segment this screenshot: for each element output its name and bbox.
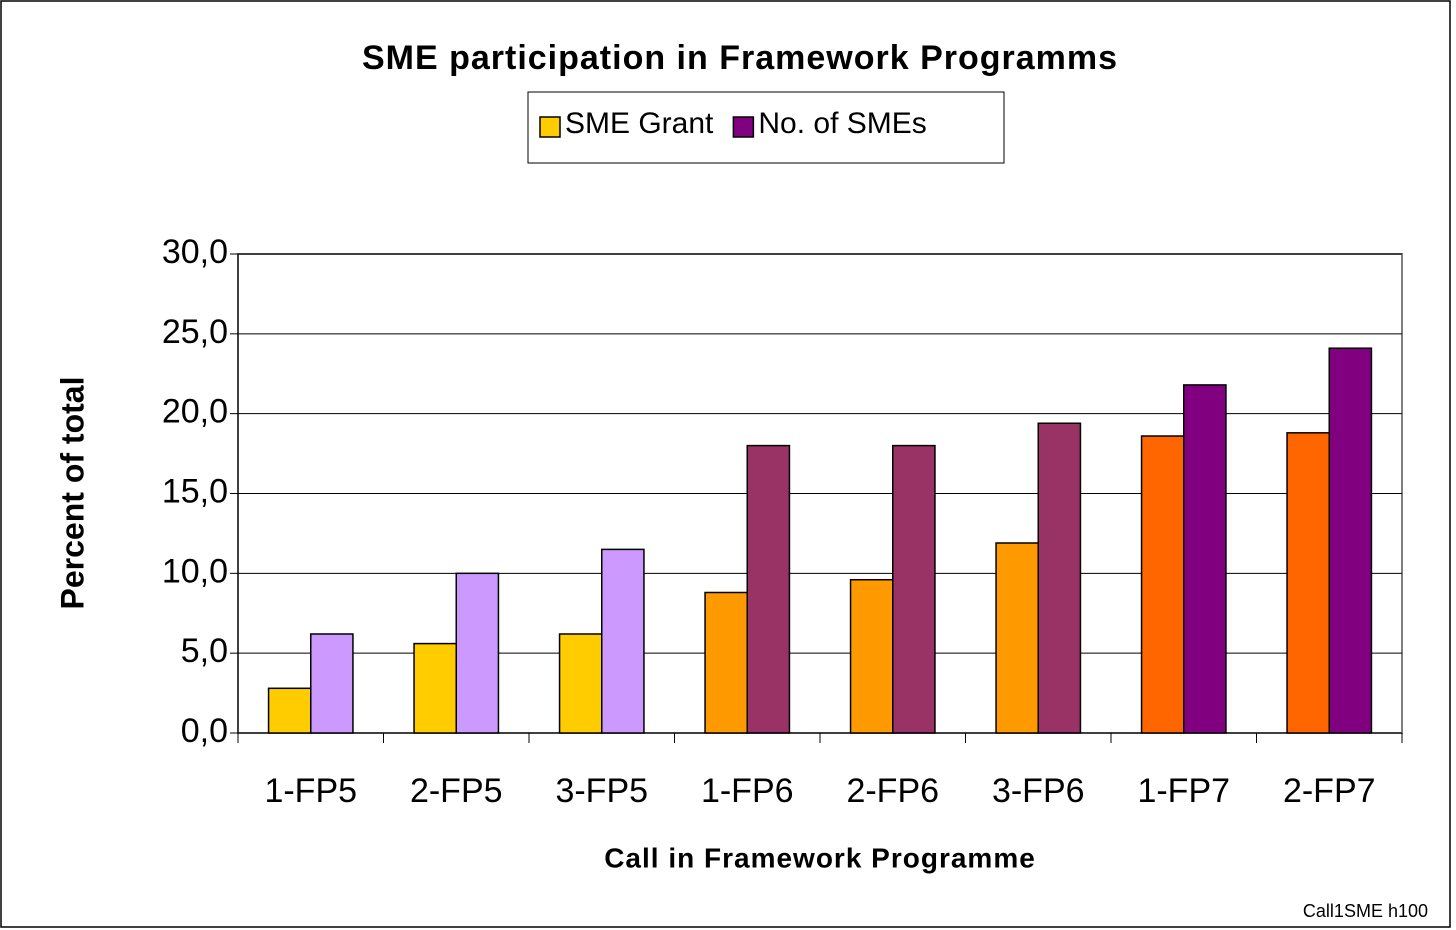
y-tick-label: 30,0 — [162, 233, 228, 271]
bar — [704, 591, 748, 734]
legend-box — [527, 91, 1005, 164]
x-tick-label: 1-FP7 — [1137, 772, 1230, 810]
footnote: Call1SME h100 — [1303, 901, 1428, 921]
x-tick-label: 2-FP5 — [410, 772, 503, 810]
y-tick-label: 25,0 — [162, 313, 228, 351]
bar — [1328, 347, 1373, 734]
chart-title: SME participation in Framework Programms — [362, 39, 1118, 77]
y-tick-label: 5,0 — [181, 632, 228, 670]
x-tick-label: 2-FP7 — [1283, 772, 1376, 810]
x-tick-label: 1-FP6 — [701, 772, 794, 810]
x-tick-label: 3-FP5 — [555, 772, 648, 810]
legend-swatch — [539, 116, 561, 138]
bar — [1140, 435, 1185, 734]
legend-swatch — [732, 116, 755, 138]
bar — [310, 633, 354, 734]
y-tick-label: 20,0 — [162, 393, 228, 431]
bar — [995, 542, 1039, 734]
bar — [1183, 384, 1227, 734]
x-tick-label: 1-FP5 — [264, 772, 357, 810]
y-tick-label: 0,0 — [181, 712, 228, 750]
x-tick-label: 2-FP6 — [846, 772, 939, 810]
y-axis-title: Percent of total — [54, 377, 90, 610]
x-tick-label: 3-FP6 — [992, 772, 1085, 810]
bar — [1037, 422, 1082, 734]
bar — [892, 444, 936, 734]
bar — [558, 633, 603, 734]
x-axis-title: Call in Framework Programme — [604, 842, 1036, 873]
legend-label: No. of SMEs — [758, 107, 926, 140]
bar — [413, 642, 457, 734]
bar — [601, 548, 645, 734]
y-tick-label: 15,0 — [162, 472, 228, 510]
bar — [849, 578, 894, 734]
bar — [455, 572, 500, 734]
bar — [1286, 432, 1331, 734]
bar — [746, 444, 791, 734]
legend-label: SME Grant — [565, 107, 714, 140]
y-tick-label: 10,0 — [162, 552, 228, 590]
bar — [267, 687, 312, 734]
